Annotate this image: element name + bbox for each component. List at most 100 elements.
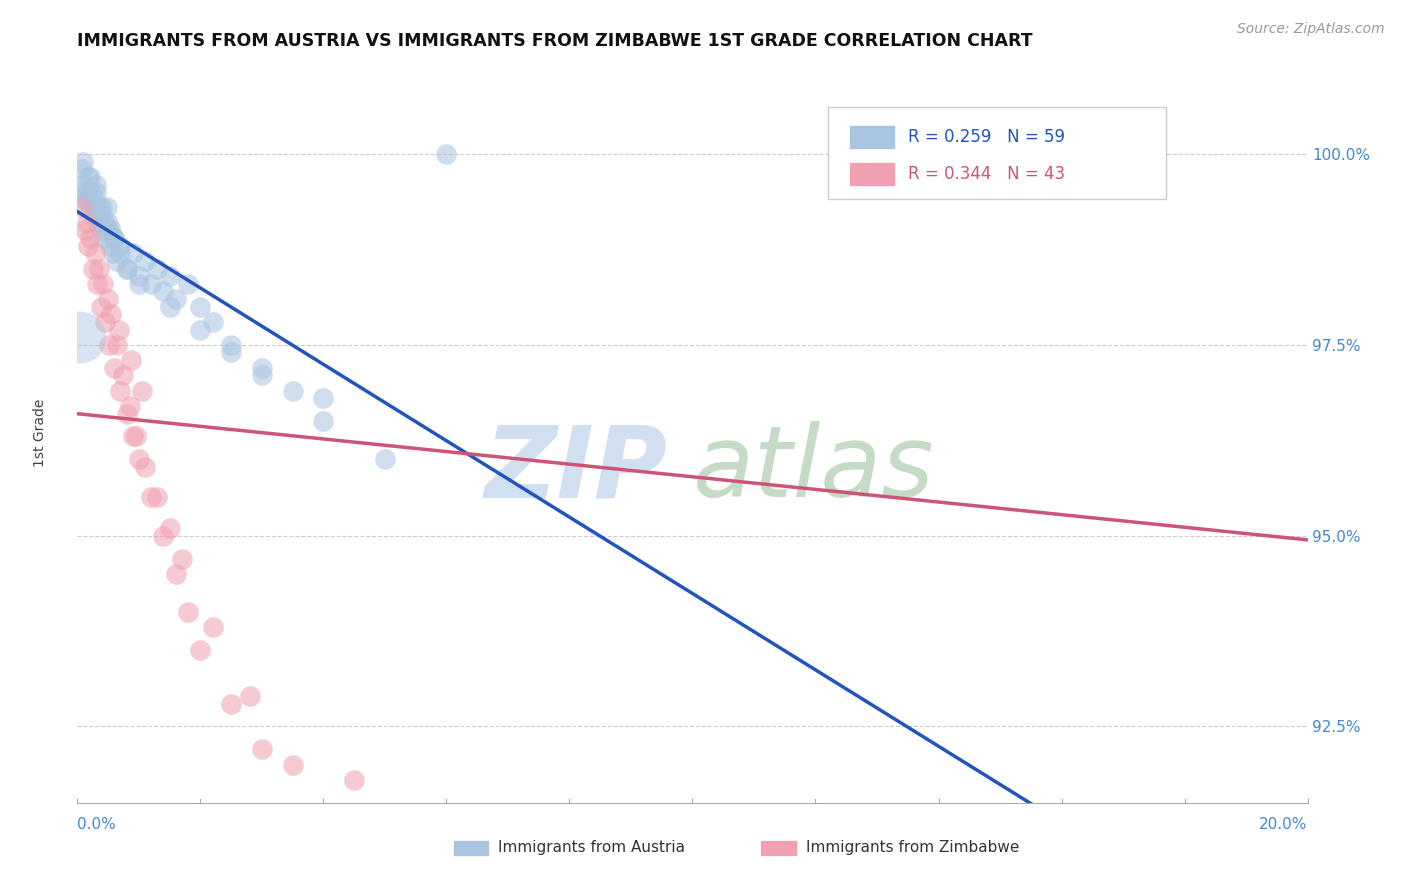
Point: [79, 231, 101, 245]
Point: [121, 353, 143, 368]
Point: [374, 452, 396, 467]
Point: [170, 551, 193, 566]
Point: [83, 193, 105, 207]
Point: [86, 216, 108, 230]
Point: [80, 185, 103, 199]
Point: [98, 338, 121, 352]
Point: [165, 292, 187, 306]
Bar: [453, 840, 489, 856]
Point: [87, 201, 110, 215]
Point: [70, 201, 93, 215]
Point: [146, 491, 169, 505]
Point: [115, 261, 138, 276]
Bar: [761, 840, 797, 856]
Point: [90, 208, 114, 222]
Point: [112, 368, 135, 383]
Point: [436, 147, 458, 161]
Point: [91, 277, 114, 291]
Point: [128, 269, 150, 284]
Point: [87, 208, 110, 222]
Text: 20.0%: 20.0%: [1260, 816, 1308, 831]
Point: [152, 285, 174, 299]
Point: [121, 429, 143, 443]
Point: [86, 277, 108, 291]
Point: [177, 605, 200, 619]
Point: [115, 407, 138, 421]
Point: [94, 315, 117, 329]
Point: [101, 246, 124, 260]
Bar: [849, 162, 896, 186]
Point: [87, 261, 110, 276]
Point: [219, 345, 242, 359]
Point: [79, 201, 101, 215]
Point: [1143, 147, 1166, 161]
Point: [103, 231, 125, 245]
Point: [82, 208, 104, 222]
Point: [97, 292, 120, 306]
Point: [77, 238, 100, 252]
Point: [159, 269, 181, 284]
Point: [90, 201, 114, 215]
Point: [108, 322, 131, 336]
Point: [159, 300, 181, 314]
Point: [105, 253, 128, 268]
Point: [141, 277, 163, 291]
Point: [146, 261, 169, 276]
Point: [121, 246, 143, 260]
Point: [134, 253, 156, 268]
Point: [110, 238, 132, 252]
Point: [250, 360, 273, 375]
Text: ZIP: ZIP: [485, 421, 668, 518]
Point: [110, 246, 132, 260]
Point: [188, 643, 212, 657]
Point: [128, 277, 150, 291]
Point: [97, 216, 120, 230]
Point: [250, 368, 273, 383]
Point: [84, 185, 107, 199]
Point: [343, 772, 366, 787]
Text: 0.0%: 0.0%: [77, 816, 117, 831]
Point: [134, 460, 156, 475]
Point: [188, 300, 212, 314]
Point: [76, 216, 98, 230]
Point: [159, 521, 181, 535]
Point: [165, 566, 187, 581]
Point: [82, 261, 104, 276]
Point: [152, 529, 174, 543]
Text: R = 0.344   N = 43: R = 0.344 N = 43: [908, 165, 1064, 183]
Point: [94, 216, 117, 230]
Text: Source: ZipAtlas.com: Source: ZipAtlas.com: [1237, 22, 1385, 37]
Point: [70, 162, 93, 177]
Point: [312, 391, 335, 405]
Point: [177, 277, 200, 291]
Point: [281, 384, 304, 398]
Text: Immigrants from Zimbabwe: Immigrants from Zimbabwe: [806, 839, 1019, 855]
Point: [96, 201, 118, 215]
Point: [281, 757, 304, 772]
Point: [141, 491, 163, 505]
Text: R = 0.259   N = 59: R = 0.259 N = 59: [908, 128, 1064, 146]
Point: [72, 154, 94, 169]
Point: [219, 697, 242, 711]
Point: [103, 360, 125, 375]
Point: [105, 338, 128, 352]
Point: [110, 384, 132, 398]
Point: [76, 193, 98, 207]
Point: [72, 178, 94, 192]
Point: [188, 322, 212, 336]
Point: [79, 169, 101, 184]
Text: 1st Grade: 1st Grade: [32, 399, 46, 467]
Point: [201, 315, 224, 329]
Point: [219, 338, 242, 352]
Point: [73, 193, 96, 207]
Point: [76, 185, 98, 199]
Point: [84, 178, 107, 192]
Point: [69, 185, 91, 199]
Point: [115, 261, 138, 276]
Point: [128, 452, 150, 467]
Point: [83, 246, 105, 260]
FancyBboxPatch shape: [828, 107, 1166, 200]
Point: [98, 238, 121, 252]
Point: [131, 384, 153, 398]
Point: [73, 223, 96, 237]
